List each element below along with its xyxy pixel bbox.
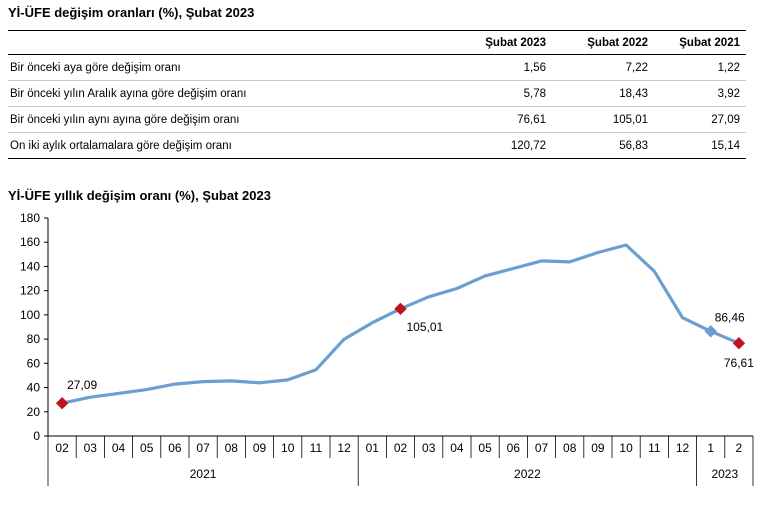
x-tick-label: 10 [281,441,295,455]
data-label: 105,01 [407,320,444,334]
x-tick-label: 2 [736,441,743,455]
data-label: 86,46 [715,310,745,324]
x-tick-label: 02 [394,441,408,455]
table-header-cell [8,30,462,55]
y-tick-label: 60 [27,356,41,370]
chart-title: Yİ-ÜFE yıllık değişim oranı (%), Şubat 2… [8,188,271,203]
x-tick-label: 09 [591,441,605,455]
table-header-cell: Şubat 2022 [552,30,654,55]
table-cell: 3,92 [654,80,746,107]
data-label: 76,61 [724,356,754,370]
table-cell: 27,09 [654,106,746,133]
y-tick-label: 160 [20,235,40,249]
x-tick-label: 09 [253,441,267,455]
y-tick-label: 180 [20,211,40,225]
y-tick-label: 0 [33,429,40,443]
table-cell: 56,83 [552,132,654,159]
year-group-label: 2023 [711,467,738,481]
y-tick-label: 80 [27,332,41,346]
table-cell: 105,01 [552,106,654,133]
table-cell: 1,56 [462,54,552,81]
row-label: Bir önceki yılın aynı ayına göre değişim… [8,106,462,133]
x-tick-label: 02 [55,441,69,455]
y-tick-label: 120 [20,284,40,298]
x-tick-label: 04 [112,441,126,455]
table-row: Bir önceki yılın Aralık ayına göre değiş… [8,80,746,107]
x-tick-label: 03 [84,441,98,455]
series-line [60,243,741,405]
data-point-marker [55,396,69,410]
x-tick-label: 08 [563,441,577,455]
y-tick-label: 20 [27,405,41,419]
x-tick-label: 11 [648,441,661,455]
y-tick-label: 40 [27,381,41,395]
x-tick-label: 06 [507,441,521,455]
table-cell: 5,78 [462,80,552,107]
table-header-cell: Şubat 2021 [654,30,746,55]
y-tick-label: 140 [20,259,40,273]
table-cell: 1,22 [654,54,746,81]
row-label: Bir önceki yılın Aralık ayına göre değiş… [8,80,462,107]
row-label: On iki aylık ortalamalara göre değişim o… [8,132,462,159]
x-tick-label: 05 [478,441,492,455]
x-tick-label: 07 [196,441,210,455]
x-tick-label: 08 [225,441,239,455]
table-header-cell: Şubat 2023 [462,30,552,55]
data-point-marker [704,325,717,338]
year-group-label: 2021 [190,467,217,481]
data-point-marker [732,337,746,350]
table-row: Bir önceki aya göre değişim oranı 1,56 7… [8,54,746,81]
x-tick-label: 11 [310,441,323,455]
data-label: 27,09 [67,378,97,392]
data-point-marker [394,302,407,316]
x-tick-label: 12 [676,441,690,455]
table-row: On iki aylık ortalamalara göre değişim o… [8,132,746,159]
table-cell: 120,72 [462,132,552,159]
x-tick-label: 05 [140,441,154,455]
table-title: Yİ-ÜFE değişim oranları (%), Şubat 2023 [8,5,255,20]
x-tick-label: 04 [450,441,464,455]
table-header-row: Şubat 2023 Şubat 2022 Şubat 2021 [8,30,746,55]
year-group-label: 2022 [514,467,541,481]
x-tick-label: 12 [337,441,351,455]
y-tick-label: 100 [20,308,40,322]
x-tick-label: 01 [366,441,380,455]
table-cell: 15,14 [654,132,746,159]
x-tick-label: 1 [707,441,714,455]
x-tick-label: 07 [535,441,549,455]
table-cell: 18,43 [552,80,654,107]
change-rates-table: Şubat 2023 Şubat 2022 Şubat 2021 Bir önc… [8,30,746,159]
table-row: Bir önceki yılın aynı ayına göre değişim… [8,106,746,133]
x-tick-label: 03 [422,441,436,455]
x-tick-label: 06 [168,441,182,455]
row-label: Bir önceki aya göre değişim oranı [8,54,462,81]
table-cell: 7,22 [552,54,654,81]
x-tick-label: 10 [619,441,633,455]
table-cell: 76,61 [462,106,552,133]
